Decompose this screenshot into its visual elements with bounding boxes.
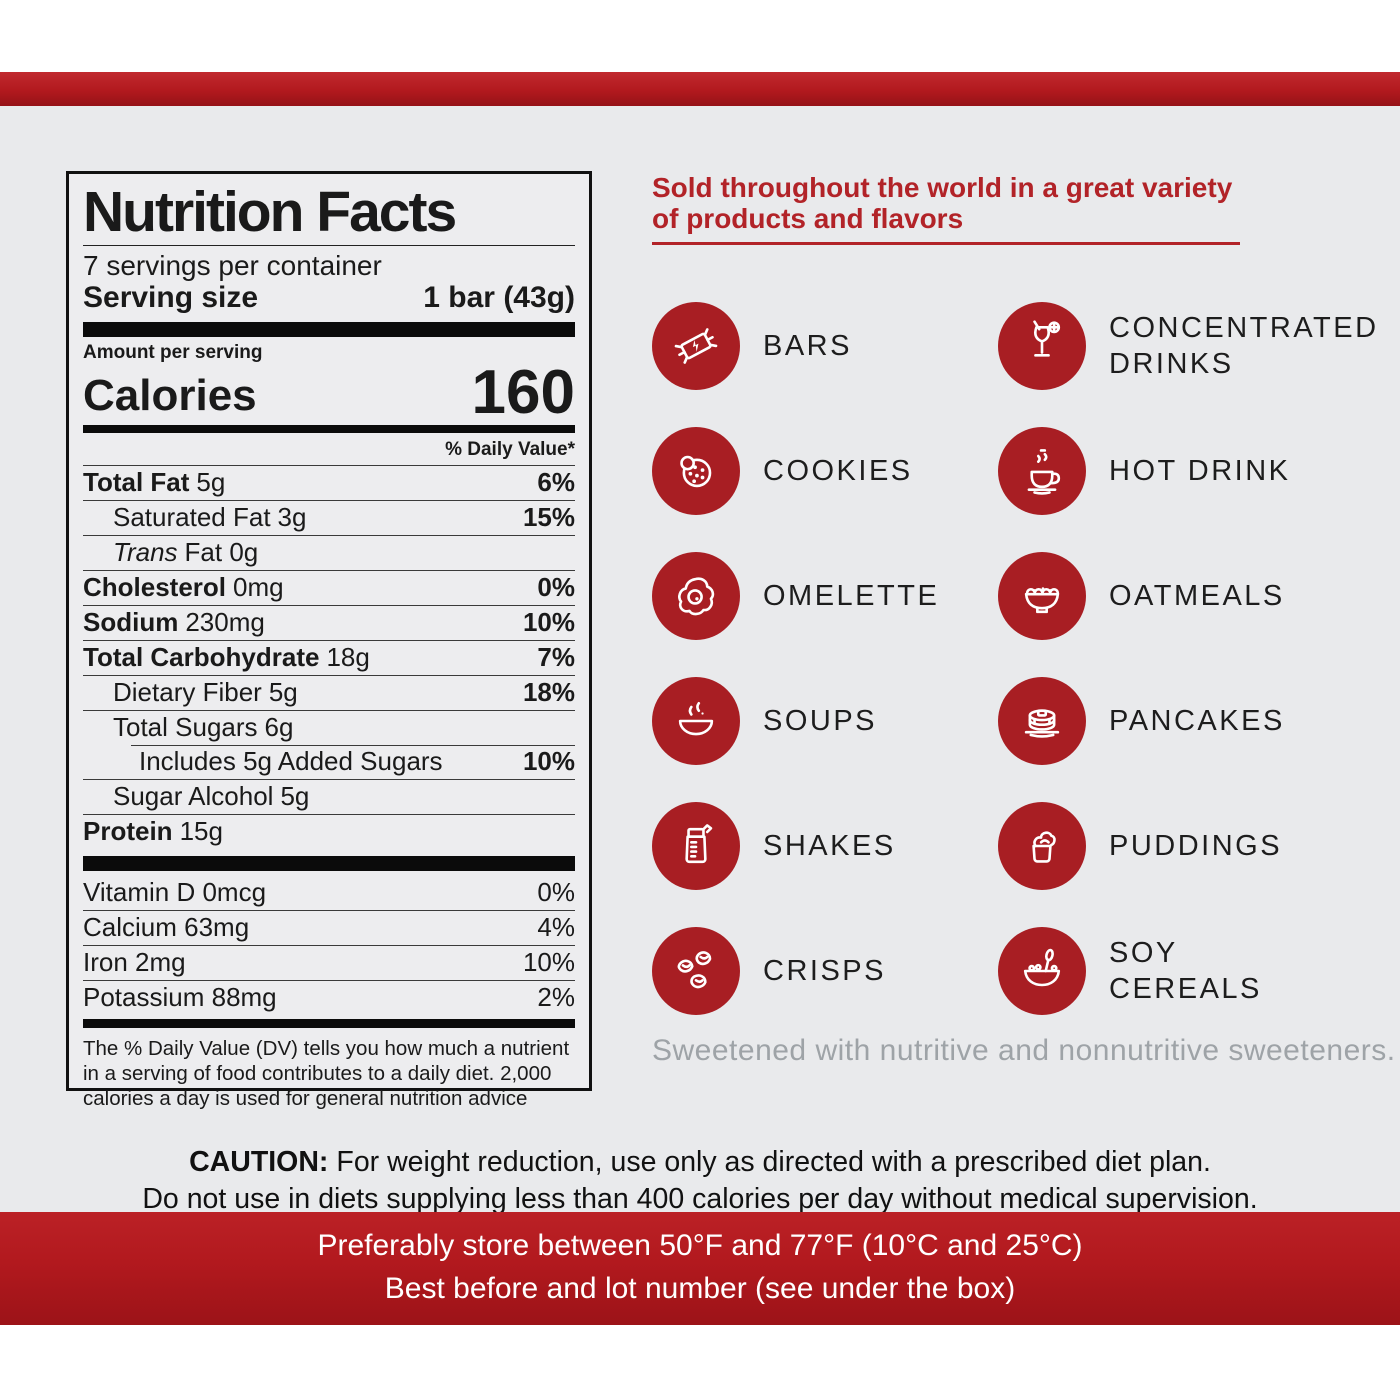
nutrient-row-trans-fat: Trans Fat 0g <box>83 535 575 570</box>
daily-value-footnote: The % Daily Value (DV) tells you how muc… <box>83 1037 570 1110</box>
medium-divider-bar <box>83 1019 575 1028</box>
products-grid: BARS COOKIES <box>652 283 1376 1033</box>
product-item-hot-drink: HOT DRINK <box>998 426 1312 515</box>
sweetener-note: Sweetened with nutritive and nonnutritiv… <box>652 1034 1396 1067</box>
nutrient-row-total-fat: Total Fat 5g 6% <box>83 465 575 500</box>
micronutrient-row-calcium: Calcium 63mg 4% <box>83 910 575 945</box>
products-heading-rule <box>652 242 1240 245</box>
products-heading-line2: of products and flavors <box>652 203 964 234</box>
cookie-icon <box>652 426 740 515</box>
crisps-icon <box>652 926 740 1015</box>
nutrient-row-saturated-fat: Saturated Fat 3g 15% <box>83 500 575 535</box>
product-label: PANCAKES <box>1109 704 1285 737</box>
nutrient-row-dietary-fiber: Dietary Fiber 5g 18% <box>83 675 575 710</box>
oatmeal-bowl-icon <box>998 551 1086 640</box>
top-red-stripe <box>0 72 1400 106</box>
product-item-soups: SOUPS <box>652 676 998 765</box>
caution-line2: Do not use in diets supplying less than … <box>142 1183 1258 1215</box>
product-label: HOT DRINK <box>1109 454 1291 487</box>
nutrition-facts-label: Nutrition Facts 7 servings per container… <box>66 171 592 1110</box>
nutrient-row-protein: Protein 15g <box>83 814 575 849</box>
pudding-cup-icon <box>998 801 1086 890</box>
product-label: PUDDINGS <box>1109 829 1283 862</box>
products-heading-line1: Sold throughout the world in a great var… <box>652 172 1233 203</box>
soup-bowl-icon <box>652 676 740 765</box>
nutrient-row-total-sugars: Total Sugars 6g <box>83 710 575 745</box>
storage-band: Preferably store between 50°F and 77°F (… <box>0 1212 1400 1325</box>
nutrient-row-total-carbohydrate: Total Carbohydrate 18g 7% <box>83 640 575 675</box>
product-item-pancakes: PANCAKES <box>998 676 1312 765</box>
nutrient-row-cholesterol: Cholesterol 0mg 0% <box>83 570 575 605</box>
product-label: OMELETTE <box>763 579 940 612</box>
calories-value: 160 <box>471 358 575 427</box>
micronutrient-row-vitamin-d: Vitamin D 0mcg 0% <box>83 877 575 907</box>
product-item-shakes: SHAKES <box>652 801 998 890</box>
cereal-bowl-spoon-icon <box>998 926 1086 1015</box>
micronutrient-row-potassium: Potassium 88mg 2% <box>83 980 575 1015</box>
caution-line1: CAUTION: For weight reduction, use only a… <box>0 1144 1400 1181</box>
servings-per-container: 7 servings per container <box>83 250 382 281</box>
product-label: COOKIES <box>763 454 913 487</box>
product-item-bars: BARS <box>652 301 998 390</box>
product-item-puddings: PUDDINGS <box>998 801 1312 890</box>
serving-size-value: 1 bar (43g) <box>423 281 575 314</box>
fried-egg-icon <box>652 551 740 640</box>
calories-row: Calories 160 <box>83 358 575 427</box>
product-label: SOY CEREALS <box>1109 936 1262 1005</box>
shaker-bottle-icon <box>652 801 740 890</box>
amount-per-serving-label: Amount per serving <box>83 342 263 363</box>
product-label: BARS <box>763 329 852 362</box>
paper-background: Nutrition Facts 7 servings per container… <box>0 106 1400 1215</box>
pancakes-icon <box>998 676 1086 765</box>
product-label: OATMEALS <box>1109 579 1285 612</box>
caution-line1-text: For weight reduction, use only as direct… <box>336 1146 1211 1178</box>
caution-label: CAUTION: <box>189 1146 329 1178</box>
caution-text: CAUTION: For weight reduction, use only a… <box>0 1144 1400 1218</box>
product-item-soy-cereals: SOY CEREALS <box>998 926 1312 1015</box>
nutrient-row-sodium: Sodium 230mg 10% <box>83 605 575 640</box>
product-item-oatmeals: OATMEALS <box>998 551 1312 640</box>
micronutrient-rows: Vitamin D 0mcg 0% Calcium 63mg 4% Iron 2… <box>83 876 575 1015</box>
product-item-concentrated-drinks: CONCENTRATED DRINKS <box>998 301 1376 390</box>
bar-icon <box>652 301 740 390</box>
product-item-crisps: CRISPS <box>652 926 998 1015</box>
products-panel: Sold throughout the world in a great var… <box>652 172 1376 1033</box>
storage-line1: Preferably store between 50°F and 77°F (… <box>317 1228 1083 1262</box>
product-label: SOUPS <box>763 704 878 737</box>
nutrient-row-added-sugars: Includes 5g Added Sugars 10% <box>83 745 575 779</box>
medium-divider-bar <box>83 425 575 433</box>
nutrition-facts-title: Nutrition Facts <box>83 180 457 244</box>
nutrient-rows: Total Fat 5g 6% Saturated Fat 3g 15% Trans… <box>83 465 575 849</box>
product-item-omelette: OMELETTE <box>652 551 998 640</box>
storage-line2: Best before and lot number (see under th… <box>384 1271 1016 1305</box>
product-item-cookies: COOKIES <box>652 426 998 515</box>
micronutrient-row-iron: Iron 2mg 10% <box>83 945 575 980</box>
products-heading: Sold throughout the world in a great var… <box>652 172 1312 234</box>
thick-divider-bar <box>83 856 575 871</box>
serving-size-row: Serving size 1 bar (43g) <box>83 281 575 315</box>
nutrient-row-sugar-alcohol: Sugar Alcohol 5g <box>83 779 575 814</box>
title-divider <box>83 245 575 246</box>
product-label: SHAKES <box>763 829 896 862</box>
hot-drink-cup-icon <box>998 426 1086 515</box>
calories-label: Calories <box>83 371 257 420</box>
serving-size-label: Serving size <box>83 281 259 314</box>
daily-value-header: % Daily Value* <box>445 439 575 460</box>
cocktail-glass-icon <box>998 301 1086 390</box>
product-label: CONCENTRATED DRINKS <box>1109 311 1379 380</box>
product-label: CRISPS <box>763 954 886 987</box>
thick-divider-bar <box>83 322 575 337</box>
